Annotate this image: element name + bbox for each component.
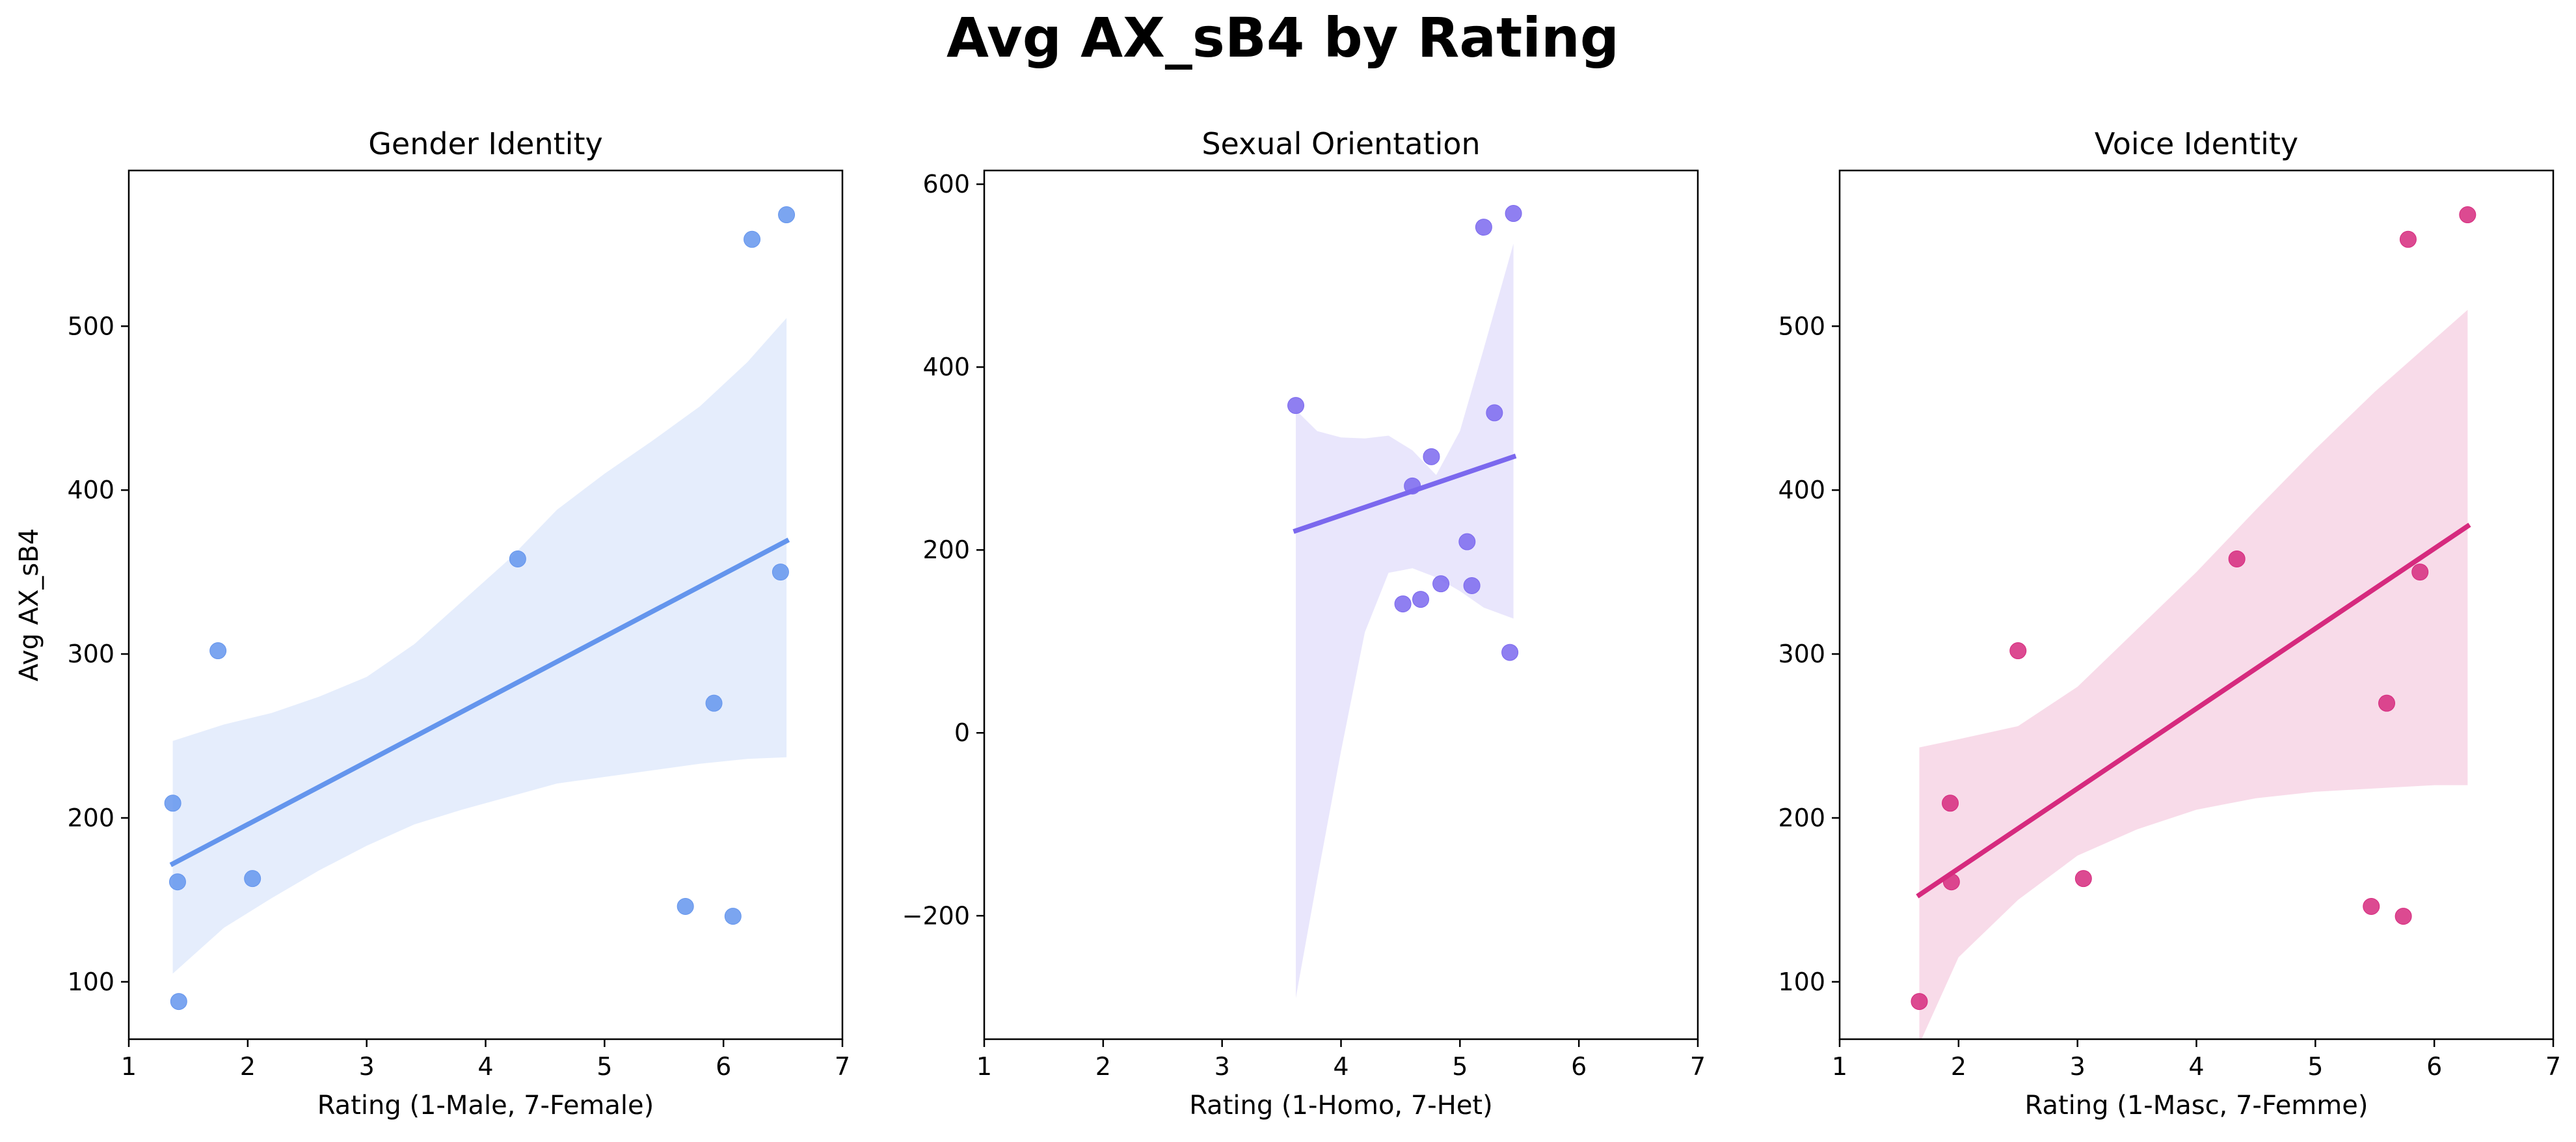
subplot-3: 1 2 3 4 5 6 7 100 200 300 400 500 Voice Identity Rati… <box>1778 126 2561 1121</box>
x-tick-label: 4 <box>477 1052 493 1081</box>
y-tick-label: 400 <box>67 476 114 504</box>
x-tick-label: 1 <box>1832 1052 1847 1081</box>
x-tick-label: 2 <box>1095 1052 1111 1081</box>
y-tick-label: −200 <box>902 901 970 930</box>
subplot-1: 1 2 3 4 5 6 7 100 200 300 400 500 Gender Identity Rat… <box>14 126 850 1121</box>
x-tick-label: 1 <box>121 1052 137 1081</box>
subplots: 1 2 3 4 5 6 7 100 200 300 400 500 Gender Identity Rat… <box>14 126 2561 1121</box>
x-axis-label: Rating (1-Male, 7-Female) <box>317 1091 654 1121</box>
y-tick-label: 500 <box>1778 312 1825 340</box>
x-tick-label: 7 <box>2545 1052 2561 1081</box>
data-point-9 <box>1475 219 1492 236</box>
data-point-7 <box>2363 897 2380 915</box>
x-tick-label: 5 <box>2307 1052 2323 1081</box>
confidence-band <box>1296 243 1514 998</box>
data-point-7 <box>677 897 694 915</box>
confidence-band <box>172 318 787 974</box>
data-point-1 <box>164 795 181 812</box>
x-tick-label: 6 <box>1571 1052 1587 1081</box>
data-point-8 <box>2378 694 2396 712</box>
y-tick-label: 300 <box>67 640 114 668</box>
subplot-title: Gender Identity <box>368 126 602 161</box>
data-point-2 <box>1394 595 1412 613</box>
x-tick-label: 6 <box>2426 1052 2442 1081</box>
data-point-5 <box>1423 448 1440 465</box>
figure-title: Avg AX_sB4 by Rating <box>946 6 1619 70</box>
y-tick-label: 200 <box>67 804 114 832</box>
data-point-1 <box>1287 397 1305 415</box>
y-tick-label: 100 <box>67 968 114 996</box>
x-axis-label: Rating (1-Homo, 7-Het) <box>1189 1091 1492 1121</box>
data-point-11 <box>771 564 789 581</box>
data-point-9 <box>2395 908 2412 925</box>
x-tick-label: 4 <box>2188 1052 2204 1081</box>
data-point-6 <box>1432 575 1450 593</box>
y-axis-label: Avg AX_sB4 <box>14 528 44 681</box>
y-tick-label: 0 <box>954 718 970 747</box>
data-point-12 <box>1505 205 1522 223</box>
data-point-5 <box>244 870 262 888</box>
x-tick-label: 1 <box>976 1052 992 1081</box>
subplot-title: Sexual Orientation <box>1201 126 1480 161</box>
regression-line <box>1916 523 2471 899</box>
x-tick-label: 7 <box>835 1052 850 1081</box>
x-tick-label: 2 <box>240 1052 256 1081</box>
data-point-12 <box>778 206 796 224</box>
data-point-10 <box>1486 404 1503 422</box>
data-point-9 <box>724 908 742 925</box>
regression-line <box>169 537 790 867</box>
subplot-2: 1 2 3 4 5 6 7 −200 0 200 400 600 Sexual Orientation R… <box>902 126 1706 1121</box>
x-tick-label: 3 <box>359 1052 375 1081</box>
y-tick-label: 600 <box>922 170 970 198</box>
data-point-10 <box>2399 230 2417 248</box>
data-point-8 <box>705 694 723 712</box>
x-tick-label: 7 <box>1690 1052 1706 1081</box>
data-point-6 <box>2228 550 2246 567</box>
data-point-6 <box>509 550 526 567</box>
y-tick-label: 200 <box>922 536 970 564</box>
data-point-12 <box>2459 206 2476 224</box>
data-point-4 <box>1412 591 1429 608</box>
data-point-4 <box>209 642 227 660</box>
x-tick-label: 6 <box>716 1052 731 1081</box>
regression-line <box>1293 454 1517 534</box>
data-point-11 <box>1501 644 1519 661</box>
y-tick-label: 400 <box>922 353 970 381</box>
x-axis-label: Rating (1-Masc, 7-Femme) <box>2025 1091 2368 1121</box>
subplot-title: Voice Identity <box>2095 126 2298 161</box>
data-point-3 <box>170 993 187 1011</box>
data-point-2 <box>168 873 186 891</box>
y-tick-label: 100 <box>1778 968 1825 996</box>
x-tick-label: 5 <box>1452 1052 1468 1081</box>
data-point-10 <box>744 230 761 248</box>
x-tick-label: 3 <box>1214 1052 1230 1081</box>
y-tick-label: 400 <box>1778 476 1825 504</box>
data-point-2 <box>1942 795 1959 812</box>
x-tick-label: 4 <box>1333 1052 1348 1081</box>
data-point-8 <box>1463 577 1481 594</box>
y-tick-label: 200 <box>1778 804 1825 832</box>
x-tick-label: 3 <box>2070 1052 2086 1081</box>
confidence-band <box>1919 310 2468 1039</box>
data-point-7 <box>1458 533 1476 551</box>
y-tick-label: 500 <box>67 312 114 340</box>
data-point-11 <box>2411 564 2429 581</box>
data-point-5 <box>2074 870 2092 888</box>
y-tick-label: 300 <box>1778 640 1825 668</box>
x-tick-label: 5 <box>597 1052 612 1081</box>
data-point-1 <box>1911 993 1928 1011</box>
data-point-4 <box>2009 642 2027 660</box>
x-tick-label: 2 <box>1951 1052 1966 1081</box>
